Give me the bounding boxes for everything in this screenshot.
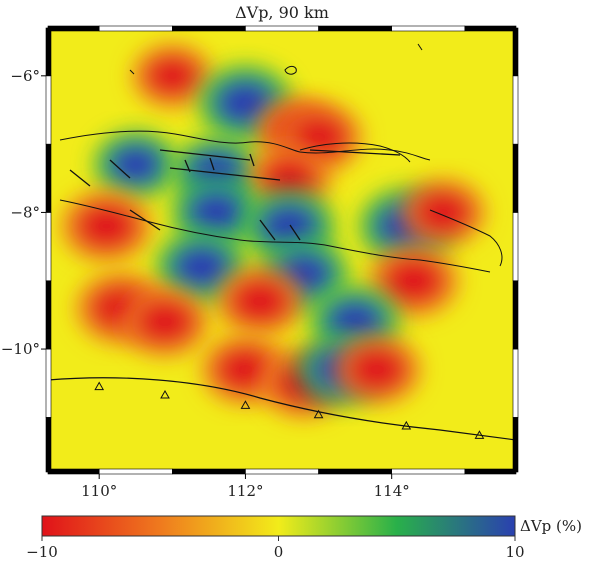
anomaly-slow-22 — [333, 334, 421, 405]
x-axis-ticks: 110° 112° 114° — [81, 474, 410, 500]
trench-line — [48, 377, 516, 441]
colorbar-title: ΔVp (%) — [520, 517, 582, 535]
anomaly-fast-8 — [171, 176, 261, 249]
y-tick-label: −8° — [10, 203, 40, 221]
faults — [69, 149, 401, 241]
anomaly-slow-16 — [121, 286, 209, 357]
map-panel — [48, 28, 516, 472]
trench-triangle-5 — [474, 430, 485, 439]
coastlines — [59, 43, 503, 273]
colorbar-gradient — [41, 515, 516, 537]
colorbar-max-label: 10 — [505, 543, 524, 561]
y-tick-label: −10° — [1, 340, 40, 358]
velocity-anomaly-layer — [61, 43, 486, 419]
map-frame — [45, 25, 519, 475]
trench-triangle-1 — [160, 389, 170, 399]
x-tick-label: 114° — [374, 482, 410, 500]
anomaly-fast-4 — [94, 131, 178, 199]
y-axis-ticks: −6° −8° −10° — [1, 67, 46, 358]
colorbar-mid-label: 0 — [274, 543, 284, 561]
anomaly-slow-7 — [61, 190, 152, 263]
colorbar: −10 0 10 ΔVp (%) — [26, 515, 582, 561]
x-tick-label: 112° — [227, 482, 263, 500]
trench-triangle-3 — [313, 409, 324, 419]
trench-triangle-4 — [401, 420, 412, 430]
trench-triangle-0 — [94, 381, 105, 391]
trench-triangle-2 — [240, 400, 251, 409]
anomaly-slow-11 — [400, 178, 486, 247]
anomaly-slow-17 — [216, 266, 304, 337]
anomaly-slow-0 — [132, 43, 213, 108]
y-tick-label: −6° — [10, 67, 40, 85]
map-title: ΔVp, 90 km — [235, 3, 329, 22]
colorbar-min-label: −10 — [26, 543, 58, 561]
trench-markers — [94, 381, 485, 439]
x-tick-label: 110° — [81, 482, 117, 500]
